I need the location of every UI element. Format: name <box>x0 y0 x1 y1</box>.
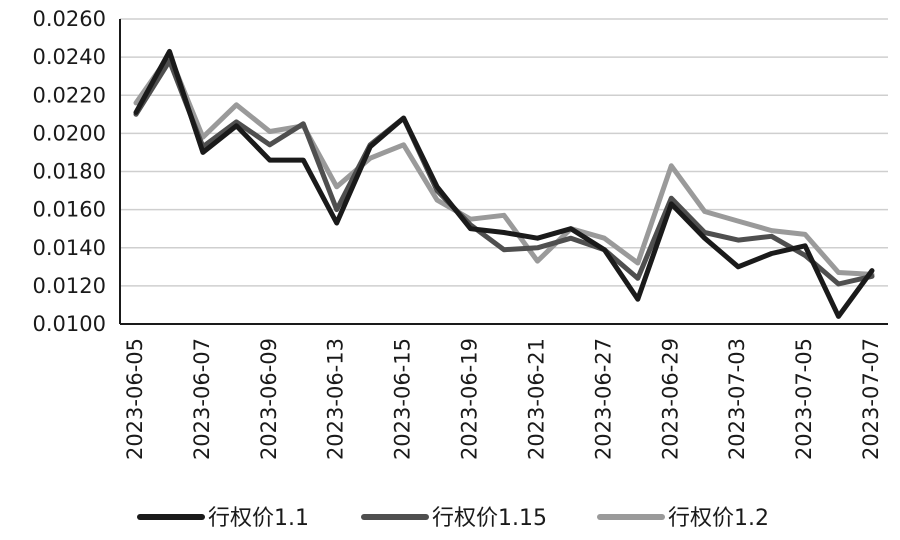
legend-label-1: 行权价1.1 <box>208 506 309 531</box>
series-line-2 <box>133 58 875 287</box>
x-tick-label: 2023-07-03 <box>725 338 749 460</box>
x-tick-label: 2023-06-05 <box>123 338 147 460</box>
y-tick-label: 0.0180 <box>33 160 106 184</box>
x-tick-label: 2023-06-07 <box>190 338 214 460</box>
y-tick-label: 0.0260 <box>33 7 106 31</box>
x-tick-label: 2023-06-21 <box>524 338 548 460</box>
legend-label-2: 行权价1.15 <box>432 506 547 531</box>
x-tick-label: 2023-07-07 <box>859 338 883 460</box>
y-tick-label: 0.0140 <box>33 236 106 260</box>
x-tick-label: 2023-06-13 <box>324 338 348 460</box>
x-tick-label: 2023-06-09 <box>257 338 281 460</box>
y-tick-label: 0.0220 <box>33 83 106 107</box>
series-line-3 <box>133 52 875 277</box>
y-tick-label: 0.0120 <box>33 274 106 298</box>
series-line-1 <box>133 48 875 319</box>
legend: 行权价1.1 行权价1.15 行权价1.2 <box>137 506 769 531</box>
legend-label-3: 行权价1.2 <box>668 506 769 531</box>
x-tick-label: 2023-07-05 <box>792 338 816 460</box>
x-tick-label: 2023-06-19 <box>458 338 482 460</box>
gridlines <box>120 18 888 287</box>
x-tick-label: 2023-06-15 <box>391 338 415 460</box>
axes <box>119 19 888 325</box>
series-lines <box>133 48 875 319</box>
y-tick-label: 0.0200 <box>33 121 106 145</box>
y-axis-tick-labels: 0.0100 0.0120 0.0140 0.0160 0.0180 0.0200 0.02… <box>33 7 106 336</box>
y-tick-label: 0.0100 <box>33 312 106 336</box>
x-tick-label: 2023-06-27 <box>591 338 615 460</box>
x-tick-label: 2023-06-29 <box>658 338 682 460</box>
y-tick-label: 0.0240 <box>33 45 106 69</box>
y-tick-label: 0.0160 <box>33 198 106 222</box>
x-axis-tick-labels: 2023-06-05 2023-06-07 2023-06-09 2023-06-13… <box>123 338 883 460</box>
